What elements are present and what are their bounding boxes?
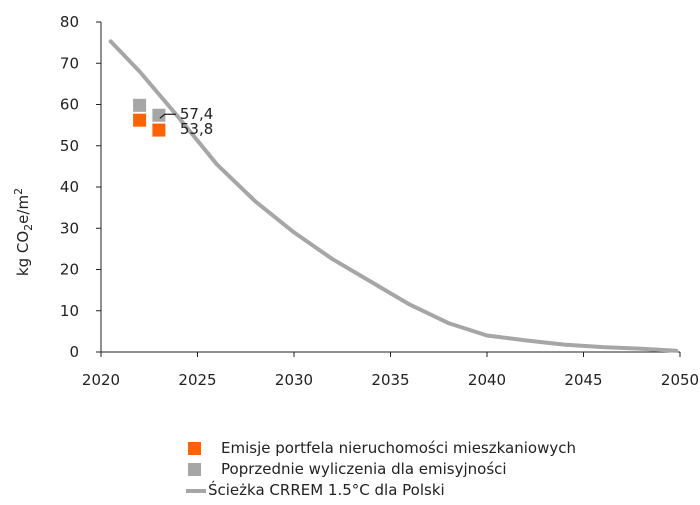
legend-item-previous-calculations: Poprzednie wyliczenia dla emisyjności: [186, 459, 576, 480]
portfolio-emission-marker: [133, 113, 147, 127]
y-tick-label: 20: [60, 261, 79, 279]
legend-swatch-grey: [188, 463, 201, 476]
legend: Emisje portfela nieruchomości mieszkanio…: [186, 438, 576, 501]
data-label: 57,4: [180, 105, 213, 123]
portfolio-emission-marker: [152, 123, 166, 137]
annotation-leader-line: [159, 113, 176, 119]
y-tick-label: 0: [69, 343, 79, 361]
legend-item-portfolio-emissions: Emisje portfela nieruchomości mieszkanio…: [186, 438, 576, 459]
y-tick-label: 60: [60, 96, 79, 114]
annotations: 57,453,8: [159, 105, 213, 138]
legend-label: Poprzednie wyliczenia dla emisyjności: [221, 460, 507, 478]
legend-label: Ścieżka CRREM 1.5°C dla Polski: [208, 481, 445, 499]
x-tick-label: 2030: [275, 371, 313, 389]
x-tick-label: 2035: [371, 371, 409, 389]
legend-item-crrem-path: Ścieżka CRREM 1.5°C dla Polski: [186, 480, 576, 501]
y-tick-label: 10: [60, 302, 79, 320]
y-tick-label: 80: [60, 13, 79, 31]
x-tick-label: 2020: [82, 371, 120, 389]
legend-label: Emisje portfela nieruchomości mieszkanio…: [221, 439, 576, 457]
x-tick-label: 2040: [468, 371, 506, 389]
crrem-path-line: [108, 39, 679, 353]
data-label: 53,8: [180, 120, 213, 138]
previous-calculation-marker: [133, 98, 147, 112]
previous-calculation-marker: [152, 108, 166, 122]
y-tick-label: 70: [60, 54, 79, 72]
y-tick-label: 40: [60, 178, 79, 196]
legend-swatch-line: [186, 488, 206, 493]
x-tick-label: 2050: [661, 371, 699, 389]
series-layer: [108, 39, 679, 353]
x-tick-label: 2025: [178, 371, 216, 389]
y-axis-label: kg CO2e/m2: [12, 188, 35, 276]
legend-swatch-orange: [188, 442, 201, 455]
y-tick-label: 30: [60, 219, 79, 237]
x-tick-label: 2045: [564, 371, 602, 389]
y-tick-label: 50: [60, 137, 79, 155]
